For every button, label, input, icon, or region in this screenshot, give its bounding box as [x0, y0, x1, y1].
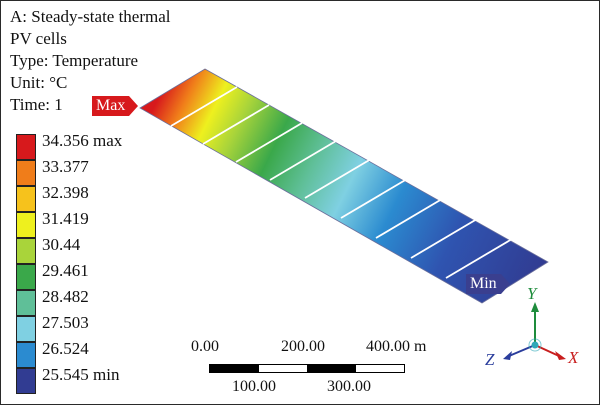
legend-swatch [16, 238, 36, 264]
min-probe-label[interactable]: Min [466, 274, 510, 294]
legend-label: 34.356 max [42, 131, 123, 150]
result-header: A: Steady-state thermal PV cells Type: T… [10, 6, 171, 116]
x-axis-label: X [568, 348, 579, 367]
legend-swatch [16, 212, 36, 238]
legend-swatch [16, 342, 36, 368]
legend-label: 33.377 [42, 157, 89, 176]
legend-label: 28.482 [42, 287, 89, 306]
result-type: Type: Temperature [10, 51, 139, 70]
legend-swatch [16, 316, 36, 342]
legend-label: 32.398 [42, 183, 89, 202]
legend-label: 29.461 [42, 261, 89, 280]
y-axis-arrow [531, 302, 539, 312]
legend-label: 27.503 [42, 313, 89, 332]
triad-origin [531, 341, 539, 349]
scale-label-400: 400.00 m [366, 338, 427, 355]
z-axis-label: Z [485, 350, 495, 369]
result-unit: Unit: °C [10, 73, 68, 92]
scale-bar-segment [210, 365, 259, 372]
legend-label: 30.44 [42, 235, 81, 254]
scale-bar [209, 364, 405, 373]
result-time: Time: 1 [10, 95, 63, 114]
scale-label-0: 0.00 [191, 338, 219, 355]
legend-swatch [16, 264, 36, 290]
legend-swatch [16, 368, 36, 394]
legend-swatch [16, 160, 36, 186]
scale-label-100: 100.00 [232, 378, 276, 395]
coordinate-triad [503, 302, 566, 360]
x-axis-arrow [555, 351, 566, 360]
scale-bar-segment [307, 365, 356, 372]
z-axis-line [508, 344, 536, 357]
body-name: PV cells [10, 29, 67, 48]
legend-label: 31.419 [42, 209, 89, 228]
x-axis-line [534, 344, 560, 357]
pv-panel-surface[interactable] [139, 68, 549, 304]
analysis-title: A: Steady-state thermal [10, 7, 171, 26]
max-probe-label[interactable]: Max [92, 96, 139, 116]
y-axis-label: Y [527, 284, 537, 303]
scale-label-200: 200.00 [281, 338, 325, 355]
cell-divider-lines [170, 86, 513, 279]
legend-swatch [16, 186, 36, 212]
legend-swatch [16, 290, 36, 316]
legend-label: 25.545 min [42, 365, 120, 384]
z-axis-arrow [503, 351, 512, 360]
triad-origin-ring [528, 338, 542, 352]
legend-swatch [16, 134, 36, 160]
legend-label: 26.524 [42, 339, 89, 358]
scale-bar-segment [258, 365, 307, 372]
scale-label-300: 300.00 [327, 378, 371, 395]
scale-bar-segment [355, 365, 404, 372]
